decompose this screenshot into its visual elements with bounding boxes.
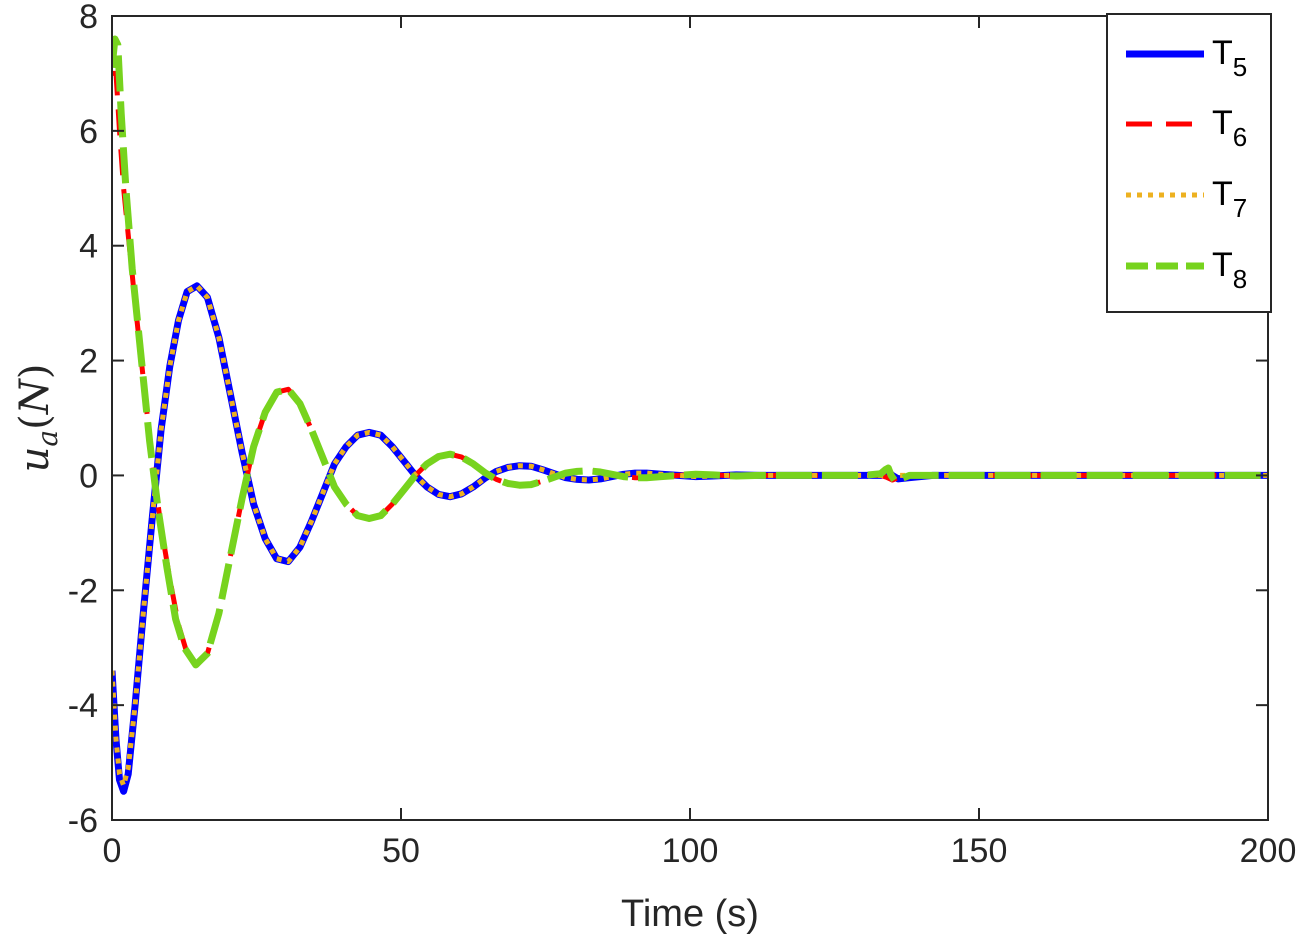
plot-area — [112, 16, 1268, 820]
y-axis-label: ua(N) — [12, 364, 64, 473]
legend-item-t7: T7 — [1126, 175, 1247, 223]
y-tick-label: -4 — [68, 687, 98, 725]
y-tick-label: -6 — [68, 802, 98, 840]
legend-item-t8: T8 — [1126, 246, 1247, 294]
y-axis-label-sub: a — [31, 430, 64, 447]
legend-box — [1106, 13, 1272, 313]
y-tick-label: 0 — [79, 457, 98, 495]
series-line-t8 — [112, 35, 1268, 669]
y-tick-label: 8 — [79, 0, 98, 36]
y-tick-label: 6 — [79, 113, 98, 151]
series-line-t6 — [112, 70, 1268, 668]
legend: T5 T6 T7 T8 — [1106, 13, 1272, 313]
x-tick-label: 200 — [1240, 832, 1297, 870]
legend-label: T5 — [1212, 34, 1247, 82]
x-tick-label: 150 — [951, 832, 1008, 870]
x-tick-label: 100 — [662, 832, 719, 870]
y-tick-label: 2 — [79, 343, 98, 381]
x-tick-label: 0 — [103, 832, 122, 870]
legend-label: T8 — [1212, 246, 1247, 294]
x-tick-label: 50 — [382, 832, 420, 870]
y-tick-label: 4 — [79, 228, 98, 266]
legend-label: T6 — [1212, 104, 1247, 152]
series-line-t7 — [112, 283, 1268, 788]
x-axis-label: Time (s) — [621, 893, 759, 935]
y-axis-label-open-paren: ( — [12, 414, 58, 430]
legend-item-t5: T5 — [1126, 34, 1247, 82]
svg-text:ua(N): ua(N) — [12, 364, 64, 473]
y-axis-label-main: u — [12, 447, 58, 473]
legend-label: T7 — [1212, 175, 1247, 223]
y-tick-label: -2 — [68, 572, 98, 610]
y-axis-label-unit: N — [12, 377, 58, 415]
legend-item-t6: T6 — [1126, 104, 1247, 152]
y-axis-label-close-paren: ) — [12, 364, 58, 380]
